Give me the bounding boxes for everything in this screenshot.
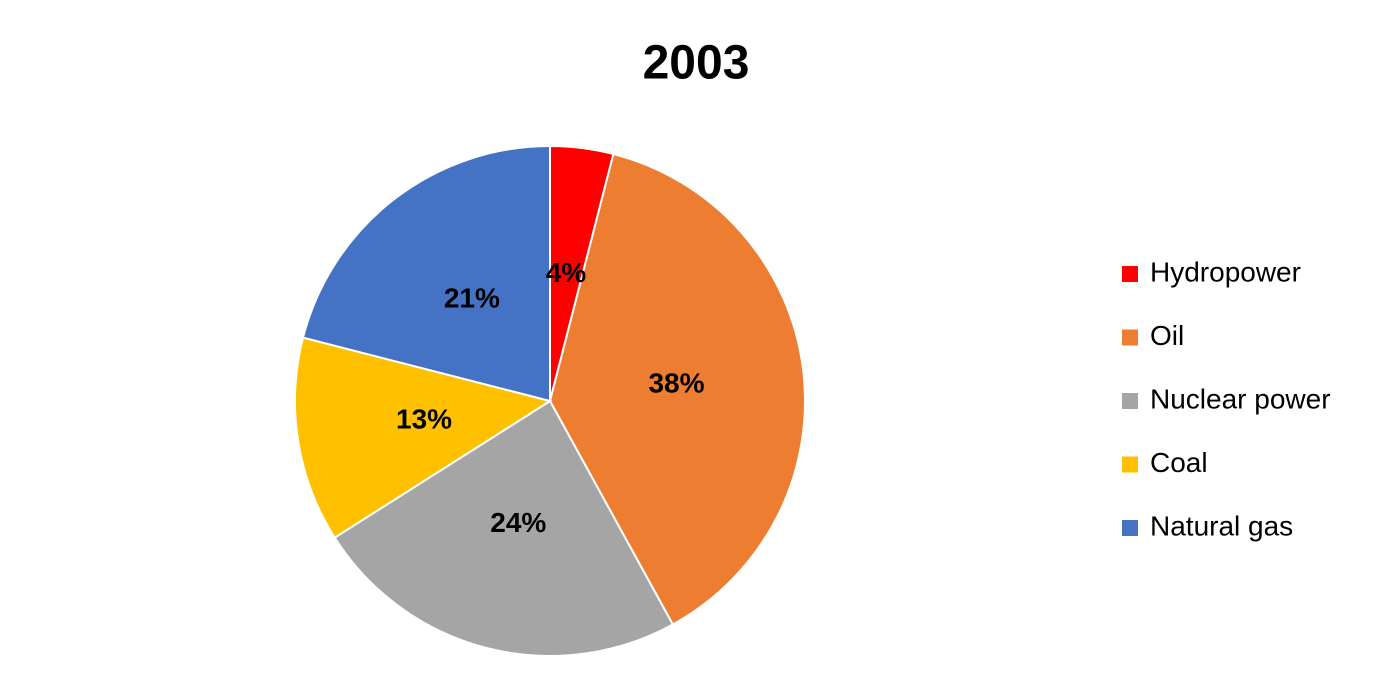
legend-label: Nuclear power: [1150, 383, 1331, 414]
legend-label: Coal: [1150, 447, 1208, 478]
pie-slice: [301, 144, 551, 403]
data-label: 24%: [490, 507, 546, 538]
pie-slice: [333, 399, 675, 657]
data-label: 4%: [546, 257, 587, 288]
data-label: 13%: [396, 403, 452, 434]
legend-label: Oil: [1150, 320, 1184, 351]
legend-swatch: [1122, 456, 1138, 473]
pie-slice: [294, 336, 553, 540]
data-label: 21%: [444, 283, 500, 314]
chart-title: 2003: [643, 37, 750, 90]
legend-label: Hydropower: [1150, 256, 1301, 287]
data-label: 38%: [648, 367, 704, 398]
legend-swatch: [1122, 329, 1138, 346]
legend-swatch: [1122, 393, 1138, 409]
pie-slice: [548, 152, 806, 626]
legend-swatch: [1122, 266, 1138, 282]
legend-swatch: [1122, 520, 1138, 536]
legend-label: Natural gas: [1150, 510, 1293, 541]
